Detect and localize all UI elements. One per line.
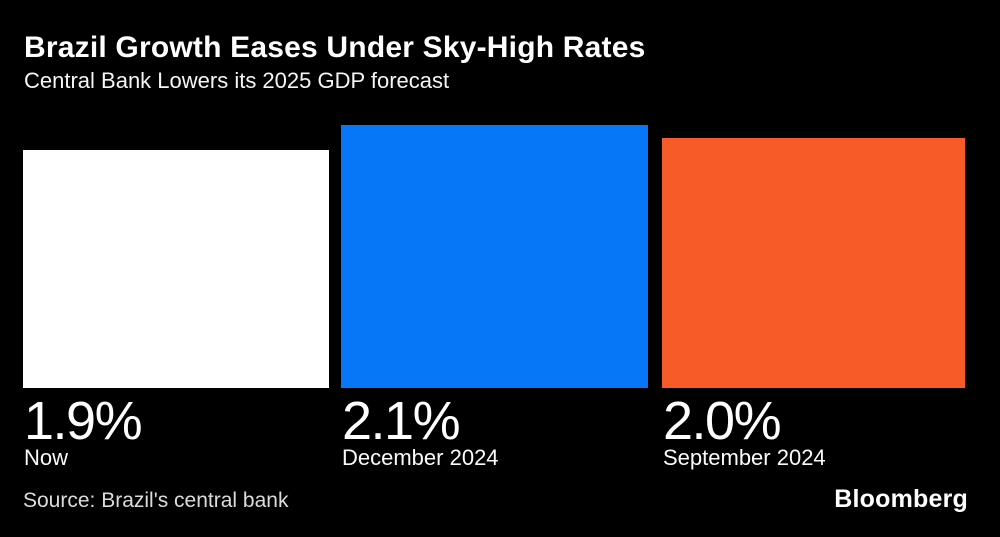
- bar-group-now: 1.9% Now: [23, 0, 329, 469]
- bar-group-september-2024: 2.0% September 2024: [662, 0, 965, 469]
- bar-category-now: Now: [24, 445, 69, 470]
- bar-category-september-2024: September 2024: [663, 445, 826, 470]
- source-text: Source: Brazil's central bank: [23, 489, 289, 512]
- bar-september-2024: [662, 138, 965, 388]
- bar-group-december-2024: 2.1% December 2024: [341, 0, 648, 469]
- chart-title: Brazil Growth Eases Under Sky-High Rates: [24, 31, 646, 64]
- bar-value-december-2024: 2.1%: [342, 391, 461, 451]
- bar-category-december-2024: December 2024: [342, 445, 499, 470]
- bloomberg-logo: Bloomberg: [834, 485, 968, 513]
- bar-now: [23, 150, 329, 388]
- chart-subtitle: Central Bank Lowers its 2025 GDP forecas…: [24, 68, 450, 93]
- bar-value-now: 1.9%: [24, 391, 143, 451]
- bar-value-september-2024: 2.0%: [663, 391, 782, 451]
- bar-december-2024: [341, 125, 648, 388]
